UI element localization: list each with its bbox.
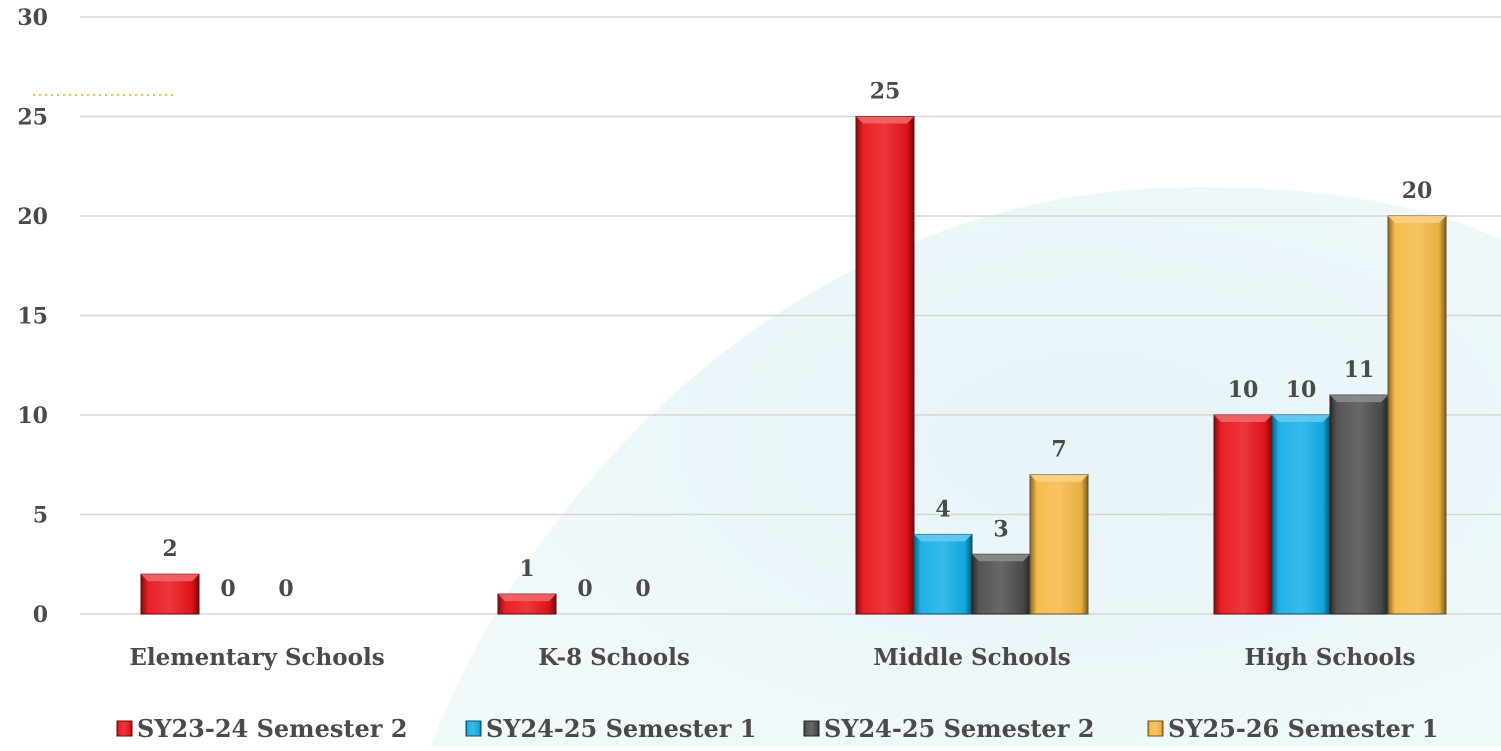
bar-bevel bbox=[1030, 474, 1088, 482]
data-label: 11 bbox=[1344, 357, 1375, 383]
legend-item: SY24-25 Semester 1 bbox=[465, 714, 756, 743]
y-tick-label: 25 bbox=[17, 105, 48, 131]
category-label: Middle Schools bbox=[873, 644, 1070, 671]
legend-label: SY24-25 Semester 1 bbox=[486, 714, 756, 743]
y-tick-label: 30 bbox=[17, 5, 48, 31]
bar bbox=[913, 533, 973, 615]
bar-bevel bbox=[1388, 216, 1446, 223]
bar bbox=[1213, 414, 1273, 615]
category-label: High Schools bbox=[1245, 644, 1416, 671]
y-tick-label: 20 bbox=[17, 204, 48, 230]
data-label: 7 bbox=[1051, 437, 1066, 463]
bar-bevel bbox=[856, 116, 914, 124]
bar-bevel bbox=[1330, 395, 1388, 403]
legend-swatch bbox=[465, 720, 482, 737]
data-label: 0 bbox=[577, 576, 592, 602]
bar bbox=[855, 116, 915, 615]
data-label: 10 bbox=[1286, 377, 1317, 403]
legend-label: SY24-25 Semester 2 bbox=[824, 714, 1094, 743]
legend-label: SY23-24 Semester 2 bbox=[137, 714, 407, 743]
bar bbox=[971, 553, 1031, 615]
legend-item: SY23-24 Semester 2 bbox=[116, 714, 407, 743]
data-label: 2 bbox=[162, 536, 177, 562]
y-tick-label: 15 bbox=[17, 304, 48, 330]
legend-item: SY24-25 Semester 2 bbox=[803, 714, 1094, 743]
data-label: 1 bbox=[519, 556, 534, 582]
y-tick-label: 0 bbox=[33, 602, 48, 628]
data-label: 0 bbox=[220, 576, 235, 602]
y-tick-label: 5 bbox=[33, 503, 48, 529]
data-label: 4 bbox=[935, 496, 950, 522]
data-label: 0 bbox=[278, 576, 293, 602]
bar-bevel bbox=[914, 534, 972, 542]
data-label: 20 bbox=[1402, 178, 1433, 204]
bar-bevel bbox=[498, 594, 556, 602]
data-label: 25 bbox=[870, 79, 901, 105]
bar-bevel bbox=[1272, 415, 1330, 422]
data-label: 0 bbox=[635, 576, 650, 602]
legend-item: SY25-26 Semester 1 bbox=[1147, 714, 1438, 743]
bar-bevel bbox=[1214, 415, 1272, 422]
legend-swatch bbox=[116, 720, 133, 737]
legend-swatch bbox=[1147, 720, 1164, 737]
bar bbox=[1387, 215, 1447, 615]
bar bbox=[1271, 414, 1331, 615]
category-label: Elementary Schools bbox=[129, 644, 384, 671]
bar bbox=[1329, 394, 1389, 615]
legend-swatch bbox=[803, 720, 820, 737]
legend-label: SY25-26 Semester 1 bbox=[1168, 714, 1438, 743]
data-label: 10 bbox=[1228, 377, 1259, 403]
y-tick-label: 10 bbox=[17, 403, 48, 429]
bar-bevel bbox=[972, 554, 1030, 562]
data-label: 3 bbox=[993, 516, 1008, 542]
bar bbox=[1029, 474, 1089, 615]
category-label: K-8 Schools bbox=[538, 644, 690, 671]
bar-bevel bbox=[141, 574, 199, 582]
